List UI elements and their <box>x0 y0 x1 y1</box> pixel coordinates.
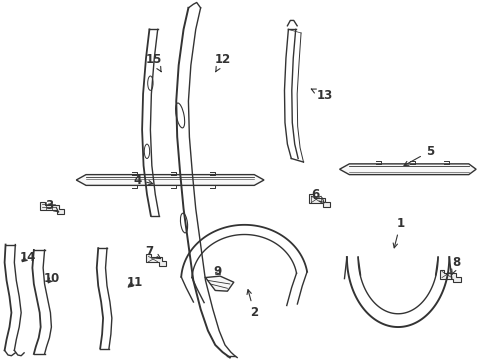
Text: 11: 11 <box>126 276 142 289</box>
Text: 14: 14 <box>20 251 36 264</box>
Polygon shape <box>76 175 264 185</box>
Text: 2: 2 <box>246 290 258 319</box>
Text: 9: 9 <box>213 265 222 278</box>
Text: 15: 15 <box>146 53 162 72</box>
Polygon shape <box>205 276 233 291</box>
Polygon shape <box>308 194 329 207</box>
Text: 1: 1 <box>392 216 404 248</box>
Polygon shape <box>439 270 460 282</box>
Polygon shape <box>146 253 166 266</box>
Text: 4: 4 <box>133 174 153 186</box>
Text: 12: 12 <box>214 53 230 72</box>
Text: 5: 5 <box>403 145 433 166</box>
Text: 7: 7 <box>145 245 160 258</box>
Text: 3: 3 <box>45 199 59 212</box>
Text: 13: 13 <box>310 89 332 102</box>
Text: 8: 8 <box>451 256 460 274</box>
Text: 10: 10 <box>44 272 60 285</box>
Polygon shape <box>339 164 475 175</box>
Text: 6: 6 <box>310 188 324 203</box>
Polygon shape <box>40 202 64 214</box>
